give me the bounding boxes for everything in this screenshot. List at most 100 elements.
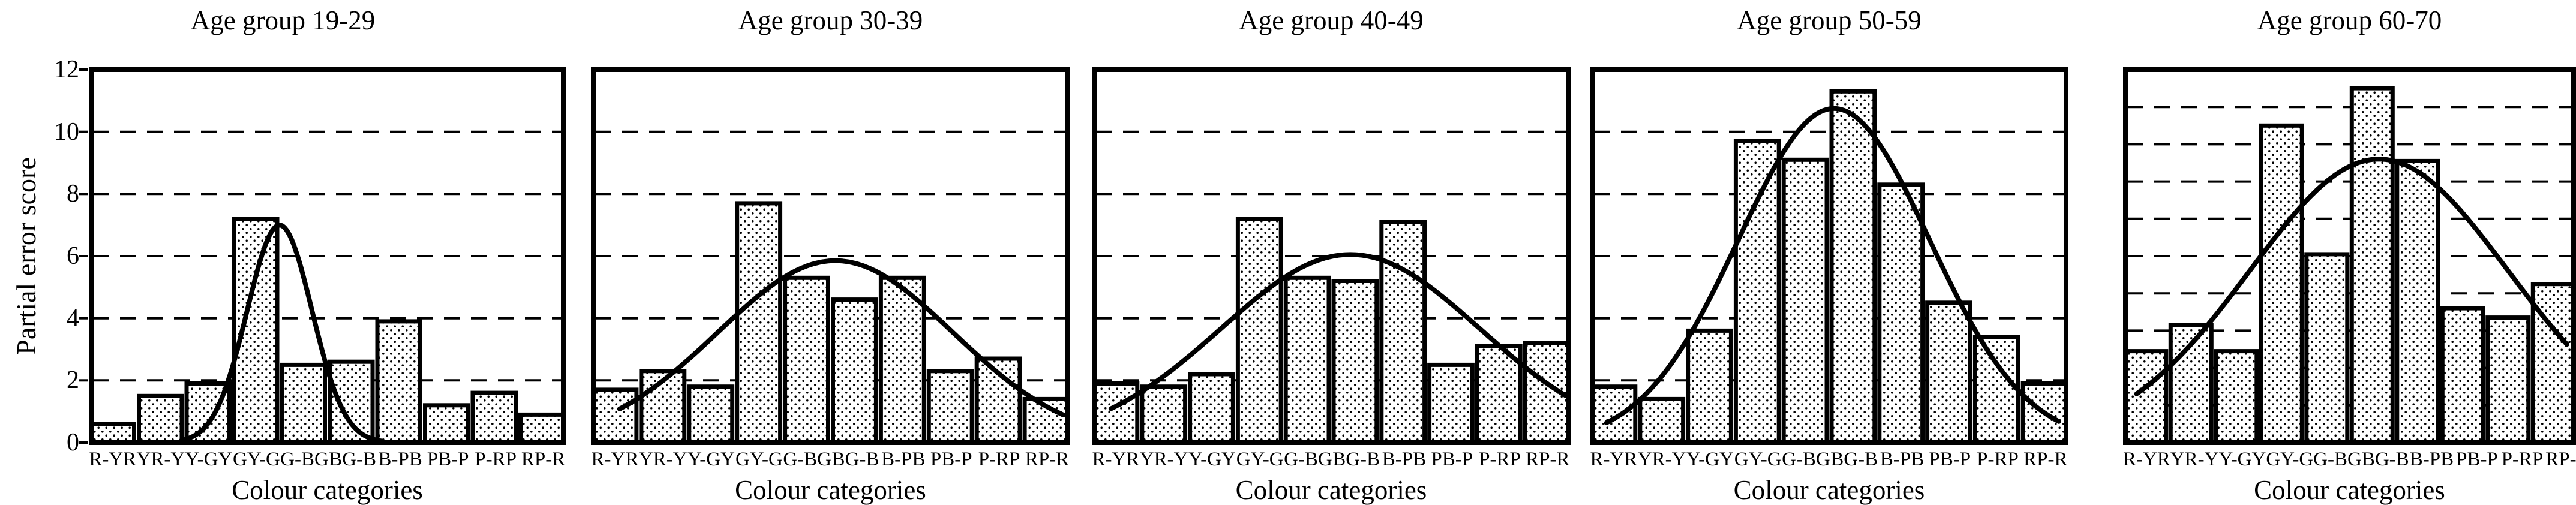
bar-PB-P (2440, 306, 2485, 445)
bar-R-YR (2123, 349, 2169, 445)
x-category-label: YR-Y (638, 449, 687, 470)
x-category-label: BG-B (1332, 449, 1380, 470)
panel-age-group-40-49: Age group 40-49 R-YR YR-Y Y-GY GY-G G-BG BG-B B… (1092, 0, 1571, 504)
fit-curve (2134, 157, 2569, 396)
bar-G-BG (280, 362, 327, 445)
bar-R-YR (591, 387, 639, 445)
bar-BG-B (1331, 279, 1379, 445)
x-category-label: P-RP (2501, 449, 2544, 470)
bar-G-BG (2304, 252, 2350, 445)
bar-R-YR (89, 422, 136, 445)
plot-frame (1092, 67, 1571, 445)
plot-area (1092, 67, 1571, 445)
fit-curve (1108, 252, 1568, 411)
x-category-label: P-RP (1977, 449, 2019, 470)
panel-title: Age group 30-39 (738, 5, 923, 35)
x-category-label: GY-G (1734, 449, 1782, 470)
fit-curve (1604, 106, 2061, 425)
x-category-label: G-BG (2313, 449, 2362, 470)
panel-age-group-60-70: Age group 60-70 R-YR YR-Y Y-GY GY-G G-BG BG-B B… (2123, 0, 2576, 505)
x-category-label: PB-P (1929, 449, 1971, 470)
x-category-label: B-PB (1382, 449, 1427, 470)
x-axis-title: Colour categories (2254, 475, 2445, 505)
x-category-label: BG-B (831, 449, 879, 470)
y-tick-label: 10 (54, 118, 79, 146)
x-category-label: PB-P (427, 449, 469, 470)
panel-age-group-19-29: Age group 19-29 Partial error score 0 2 4 6 8 1… (0, 0, 566, 505)
fit-curve (179, 223, 385, 444)
x-category-label: Y-GY (1686, 449, 1734, 470)
bar-YR-Y (1638, 396, 1686, 445)
x-category-label: G-BG (280, 449, 329, 470)
x-category-label: B-PB (378, 449, 422, 470)
x-category-label: RP-R (2545, 449, 2576, 470)
bar-Y-GY (2214, 349, 2259, 445)
y-axis-title: Partial error score (11, 157, 41, 355)
x-category-label: BG-B (1830, 449, 1878, 470)
x-category-label: P-RP (475, 449, 517, 470)
plot-frame (591, 67, 1070, 445)
x-category-label: GY-G (233, 449, 280, 470)
bar-YR-Y (1140, 384, 1188, 445)
bar-B-PB (1379, 220, 1427, 445)
plot-area (79, 67, 566, 445)
bar-Y-GY (1188, 372, 1235, 445)
x-category-label: YR-Y (2170, 449, 2219, 470)
plot-area (591, 67, 1070, 445)
x-category-label: GY-G (735, 449, 783, 470)
y-tick-label: 0 (67, 429, 79, 456)
x-category-label: R-YR (2123, 449, 2170, 470)
bar-R-YR (1590, 384, 1638, 445)
x-category-label: PB-P (1431, 449, 1473, 470)
x-category-label: YR-Y (1139, 449, 1188, 470)
x-category-label: G-BG (1284, 449, 1332, 470)
bar-GY-G (735, 201, 783, 445)
y-tick-label: 12 (54, 56, 79, 83)
bar-G-BG (1781, 157, 1829, 445)
x-category-label: BG-B (2361, 449, 2409, 470)
x-category-label: YR-Y (136, 449, 185, 470)
x-category-label: Y-GY (185, 449, 233, 470)
y-axis: Partial error score 0 2 4 6 8 10 12 (0, 57, 89, 455)
x-category-label: B-PB (1880, 449, 1925, 470)
bar-PB-P (423, 403, 470, 445)
panel-title: Age group 40-49 (1239, 5, 1424, 35)
bar-Y-GY (1686, 328, 1733, 445)
x-category-label: RP-R (2023, 449, 2068, 470)
y-tick-label: 4 (67, 304, 79, 332)
x-category-label: R-YR (591, 449, 639, 470)
x-category-label: YR-Y (1637, 449, 1686, 470)
panel-title: Age group 19-29 (190, 5, 376, 35)
x-category-label: G-BG (783, 449, 832, 470)
bar-RP-R (518, 412, 566, 445)
plot-frame (2123, 67, 2576, 445)
bar-PB-P (926, 369, 974, 445)
bar-BG-B (2349, 86, 2395, 445)
x-axis-title: Colour categories (232, 475, 423, 505)
bar-P-RP (1972, 335, 2020, 445)
x-axis-title: Colour categories (735, 475, 926, 505)
plot-frame (89, 67, 566, 445)
bar-GY-G (1235, 217, 1283, 445)
x-category-label: Y-GY (687, 449, 735, 470)
x-category-label: Y-GY (1188, 449, 1236, 470)
x-category-label: GY-G (1236, 449, 1284, 470)
bar-B-PB (878, 275, 926, 445)
bar-BG-B (1829, 89, 1877, 445)
bar-P-RP (2485, 315, 2531, 445)
bar-YR-Y (639, 369, 687, 445)
bar-YR-Y (137, 393, 184, 445)
bar-GY-G (2259, 123, 2304, 445)
panel-age-group-30-39: Age group 30-39 R-YR YR-Y Y-GY GY-G G-BG BG-B B… (591, 0, 1070, 505)
panel-title: Age group 60-70 (2257, 5, 2442, 35)
x-category-label: RP-R (1025, 449, 1070, 470)
bar-R-YR (1092, 381, 1140, 445)
y-tick-label: 8 (67, 180, 79, 208)
x-category-label: PB-P (2456, 449, 2498, 470)
x-category-label: P-RP (978, 449, 1020, 470)
